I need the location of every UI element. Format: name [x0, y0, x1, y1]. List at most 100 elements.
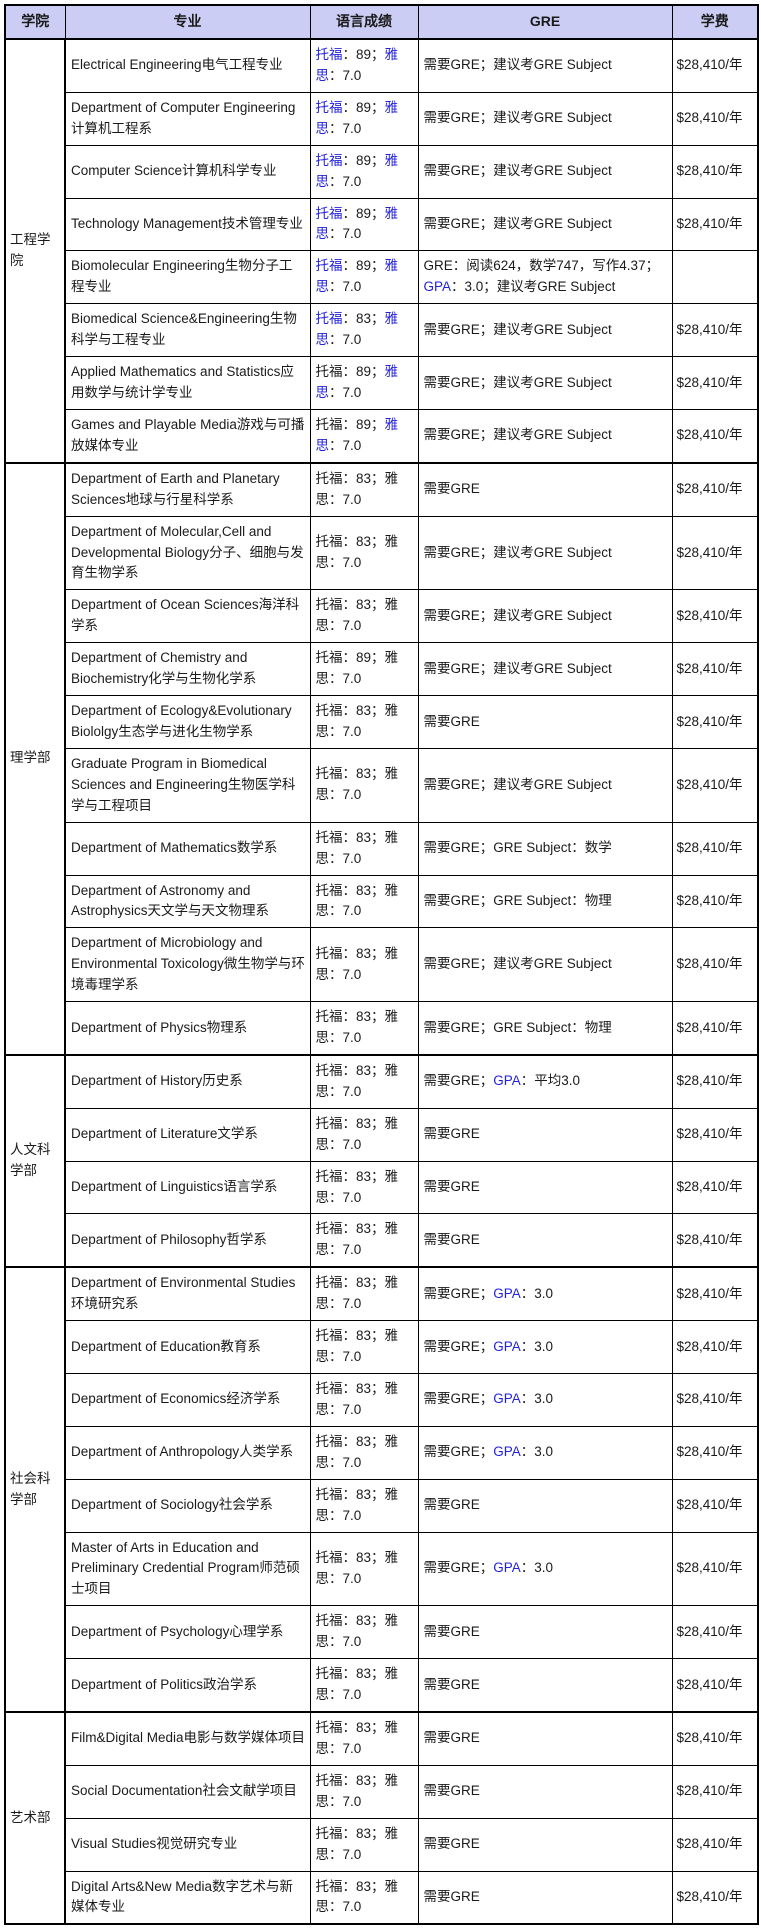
toefl-label: 托福: [315, 1550, 343, 1565]
ielts-score: ：7.0: [329, 903, 362, 919]
toefl-label: 托福: [315, 650, 343, 666]
toefl-score: ：83；: [342, 470, 385, 486]
tuition-cell: $28,410/年: [671, 1373, 759, 1427]
language-score-cell: 托福：83；雅思：7.0: [309, 927, 419, 1003]
gre-requirement-cell: 需要GRE；GPA：3.0: [417, 1266, 673, 1322]
ielts-label: 雅思: [315, 364, 399, 400]
college-group-cell: 工程学院: [4, 38, 66, 464]
language-score-cell: 托福：83；雅思：7.0: [309, 1266, 419, 1322]
major-name-cell: Computer Science计算机科学专业: [64, 144, 311, 199]
toefl-label: 托福: [315, 1666, 343, 1682]
ielts-score: ：7.0: [329, 120, 362, 136]
major-name-cell: Applied Mathematics and Statistics应用数学与统…: [64, 356, 311, 410]
language-score-cell: 托福：83；雅思：7.0: [309, 461, 419, 517]
ielts-label: 雅思: [315, 1275, 399, 1312]
gre-requirement-prefix: 需要GRE；: [423, 1285, 494, 1301]
gre-requirement-cell: 需要GRE；建议考GRE Subject: [417, 515, 673, 591]
gpa-label: GPA: [423, 279, 452, 295]
language-score-cell: 托福：83；雅思：7.0: [309, 1764, 419, 1819]
column-header-gre: GRE: [417, 4, 673, 40]
major-name-cell: Film&Digital Media电影与数学媒体项目: [64, 1710, 311, 1766]
major-name-cell: Department of Physics物理系: [64, 1001, 311, 1056]
gre-requirement-suffix: ：3.0；建议考GRE Subject: [451, 279, 616, 295]
major-name-cell: Technology Management技术管理专业: [64, 197, 311, 252]
ielts-score: ：7.0: [329, 1189, 362, 1205]
major-name-cell: Games and Playable Media游戏与可播放媒体专业: [64, 408, 311, 464]
table-row: Department of Mathematics数学系 托福：83；雅思：7.0…: [5, 821, 759, 876]
gre-requirement-cell: 需要GRE；GRE Subject：数学: [417, 821, 673, 876]
ielts-score: ：7.0: [329, 1634, 362, 1650]
gpa-label: GPA: [493, 1073, 521, 1089]
toefl-label: 托福: [315, 1772, 343, 1788]
language-score-cell: 托福：83；雅思：7.0: [309, 747, 419, 823]
major-name-cell: Department of Literature文学系: [64, 1107, 311, 1162]
toefl-label: 托福: [315, 1221, 343, 1237]
column-header-major: 专业: [64, 4, 311, 40]
major-name-cell: Department of Molecular,Cell and Develop…: [64, 515, 311, 591]
ielts-score: ：7.0: [329, 1136, 362, 1152]
tuition-cell: $28,410/年: [671, 1425, 759, 1480]
toefl-score: ：83；: [342, 311, 385, 327]
tuition-cell: [671, 250, 759, 305]
gre-requirement-prefix: 需要GRE；: [423, 1560, 494, 1576]
toefl-label: 托福: [315, 1115, 343, 1131]
toefl-score: ：89；: [342, 99, 385, 115]
toefl-score: ：83；: [342, 1275, 385, 1291]
toefl-score: ：83；: [342, 1381, 385, 1397]
tuition-cell: $28,410/年: [671, 144, 759, 199]
table-row: 人文科学部 Department of History历史系 托福：83；雅思：7.…: [4, 1053, 759, 1268]
gre-requirement-cell: 需要GRE: [417, 1658, 673, 1713]
table-row: 工程学院 Electrical Engineering电气工程专业 托福：89；雅思…: [4, 37, 759, 464]
gre-requirement-cell: 需要GRE: [417, 1764, 673, 1819]
toefl-label: 托福: [315, 1720, 343, 1735]
major-name-cell: Department of Politics政治学系: [64, 1658, 311, 1713]
language-score-cell: 托福：83；雅思：7.0: [309, 1425, 419, 1480]
major-name-cell: Electrical Engineering电气工程专业: [64, 37, 311, 93]
language-score-cell: 托福：83；雅思：7.0: [309, 1605, 419, 1660]
gre-requirement-cell: 需要GRE；建议考GRE Subject: [417, 408, 673, 464]
toefl-score: ：89；: [342, 364, 385, 380]
ielts-score: ：7.0: [329, 384, 362, 400]
ielts-score: ：7.0: [329, 1846, 362, 1862]
table-row: Department of Molecular,Cell and Develop…: [5, 515, 759, 591]
gre-requirement-prefix: GRE：阅读624，数学747，写作4.37；: [423, 258, 660, 274]
ielts-label: 雅思: [315, 703, 399, 739]
table-row: Department of Physics物理系 托福：83；雅思：7.0 需要GR…: [5, 1001, 759, 1056]
toefl-score: ：89；: [342, 152, 385, 168]
ielts-score: ：7.0: [329, 1454, 362, 1470]
tuition-cell: $28,410/年: [671, 1658, 759, 1713]
ielts-label: 雅思: [315, 205, 399, 242]
toefl-score: ：83；: [342, 1486, 385, 1502]
ielts-label: 雅思: [315, 1062, 399, 1099]
ielts-label: 雅思: [315, 416, 399, 453]
table-row: Department of Ocean Sciences海洋科学系 托福：83；雅…: [5, 589, 759, 644]
table-row: Department of Microbiology and Environme…: [5, 927, 759, 1003]
language-score-cell: 托福：83；雅思：7.0: [309, 589, 419, 644]
toefl-score: ：83；: [342, 534, 385, 550]
tuition-cell: $28,410/年: [671, 1320, 759, 1375]
toefl-score: ：83；: [342, 1550, 385, 1565]
tuition-cell: $28,410/年: [671, 1710, 759, 1766]
column-header-tuition: 学费: [671, 4, 759, 40]
table-row: Applied Mathematics and Statistics应用数学与统…: [5, 356, 759, 410]
ielts-label: 雅思: [315, 1433, 399, 1470]
ielts-label: 雅思: [315, 1115, 399, 1152]
toefl-label: 托福: [315, 534, 343, 550]
toefl-score: ：83；: [342, 1772, 385, 1788]
language-score-cell: 托福：83；雅思：7.0: [309, 1817, 419, 1872]
gre-requirement-cell: 需要GRE；GPA：3.0: [417, 1373, 673, 1427]
gre-requirement-suffix: ：3.0: [520, 1391, 554, 1407]
tuition-cell: $28,410/年: [671, 642, 759, 697]
tuition-cell: $28,410/年: [671, 1107, 759, 1162]
ielts-score: ：7.0: [329, 437, 362, 453]
college-group-cell: 社会科学部: [4, 1266, 66, 1713]
ielts-score: ：7.0: [329, 226, 362, 242]
ielts-score: ：7.0: [329, 332, 362, 348]
ielts-score: ：7.0: [329, 1083, 362, 1099]
ielts-label: 雅思: [315, 1613, 399, 1650]
major-name-cell: Social Documentation社会文献学项目: [64, 1764, 311, 1819]
toefl-label: 托福: [315, 205, 343, 221]
toefl-label: 托福: [315, 47, 343, 62]
ielts-label: 雅思: [315, 534, 399, 570]
table-row: Technology Management技术管理专业 托福：89；雅思：7.0 需…: [5, 197, 759, 252]
